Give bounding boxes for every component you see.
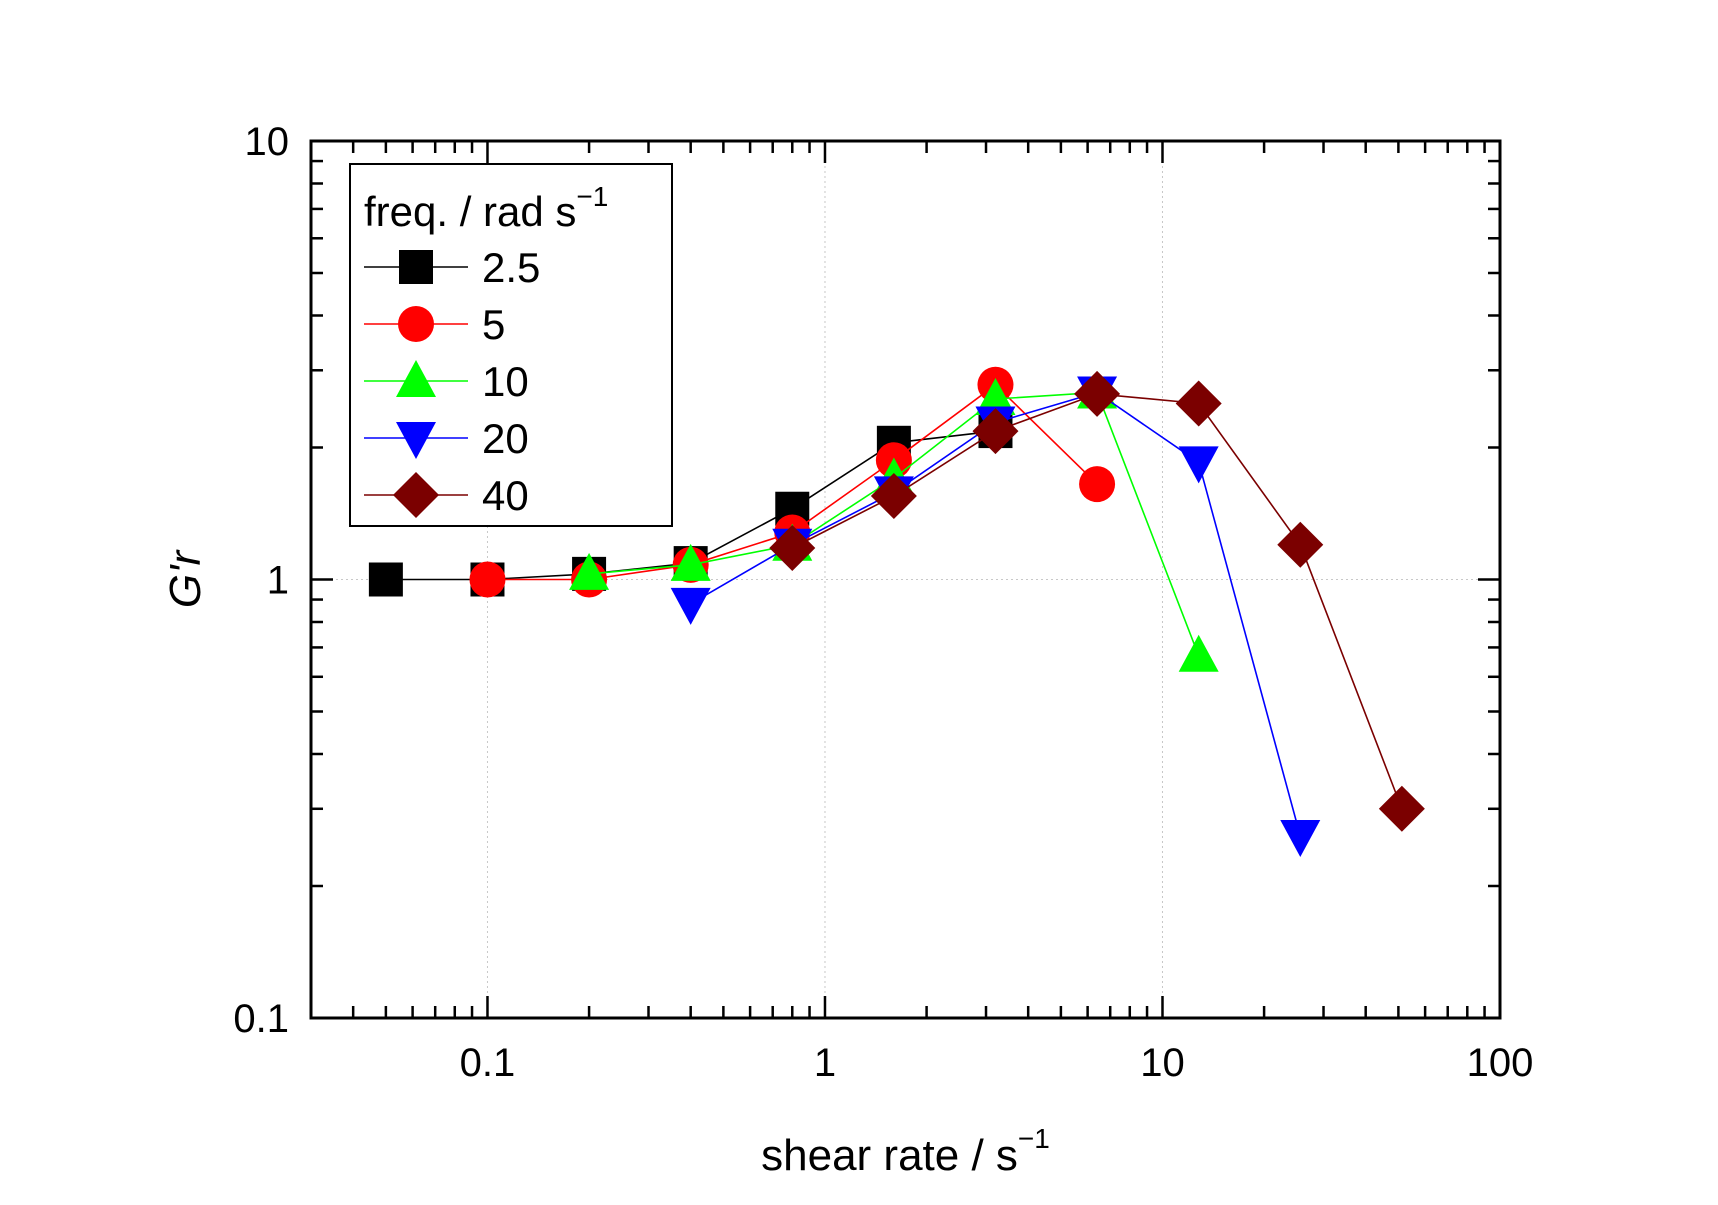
legend-title-text: freq. / rad s: [364, 188, 576, 235]
legend-title-superscript: −1: [576, 181, 608, 212]
data-point: [1178, 446, 1219, 484]
legend-items: 2.5 5 10 20 40: [364, 244, 540, 519]
data-point: [972, 408, 1019, 455]
data-point: [769, 524, 816, 571]
data-point: [469, 561, 506, 598]
data-point: [870, 473, 917, 520]
data-point: [670, 543, 711, 581]
legend-marker: [399, 250, 433, 284]
legend-marker: [393, 472, 439, 518]
series-layer: [368, 366, 1425, 858]
data-point: [569, 552, 610, 590]
data-point: [1175, 380, 1222, 427]
data-point: [975, 378, 1016, 416]
data-point: [1378, 785, 1425, 832]
legend-item: 2.5: [364, 244, 540, 291]
x-tick-label: 100: [1467, 1041, 1534, 1085]
legend-marker: [398, 306, 434, 342]
legend-label: 5: [482, 301, 505, 348]
legend-item: 10: [364, 358, 529, 405]
legend: freq. / rad s−1 2.5 5 10 20 40: [349, 163, 673, 527]
y-tick-label: 1: [267, 559, 289, 603]
data-point: [1079, 466, 1116, 503]
legend-marker: [396, 360, 436, 397]
x-axis-label: shear rate / s−1: [761, 1123, 1050, 1180]
plot-frame: [309, 139, 1502, 1020]
legend-title: freq. / rad s−1: [364, 181, 608, 235]
legend-label: 40: [482, 472, 529, 519]
tick-labels: 0.1 1 10 100 0.1 1 10: [233, 120, 1533, 1085]
legend-item: 20: [364, 415, 529, 462]
series-40: [769, 370, 1425, 832]
data-point: [1178, 634, 1219, 672]
data-point: [670, 587, 711, 625]
y-tick-label: 10: [245, 120, 290, 164]
y-axis-label: G'r: [161, 549, 210, 609]
legend-item: 40: [364, 472, 529, 519]
x-axis-label-text: shear rate / s: [761, 1131, 1018, 1180]
x-tick-label: 1: [814, 1041, 836, 1085]
y-tick-label: 0.1: [233, 997, 289, 1041]
legend-item: 5: [364, 301, 505, 348]
data-point: [368, 562, 403, 597]
legend-label: 20: [482, 415, 529, 462]
legend-label: 10: [482, 358, 529, 405]
x-tick-label: 0.1: [460, 1041, 516, 1085]
legend-marker: [396, 422, 436, 459]
data-point: [1074, 370, 1121, 417]
x-tick-label: 10: [1140, 1041, 1185, 1085]
data-point: [1277, 521, 1324, 568]
axis-ticks: [309, 141, 1500, 1020]
legend-box: [349, 163, 673, 527]
data-point: [1280, 820, 1321, 858]
x-axis-label-superscript: −1: [1018, 1123, 1050, 1154]
legend-label: 2.5: [482, 244, 540, 291]
